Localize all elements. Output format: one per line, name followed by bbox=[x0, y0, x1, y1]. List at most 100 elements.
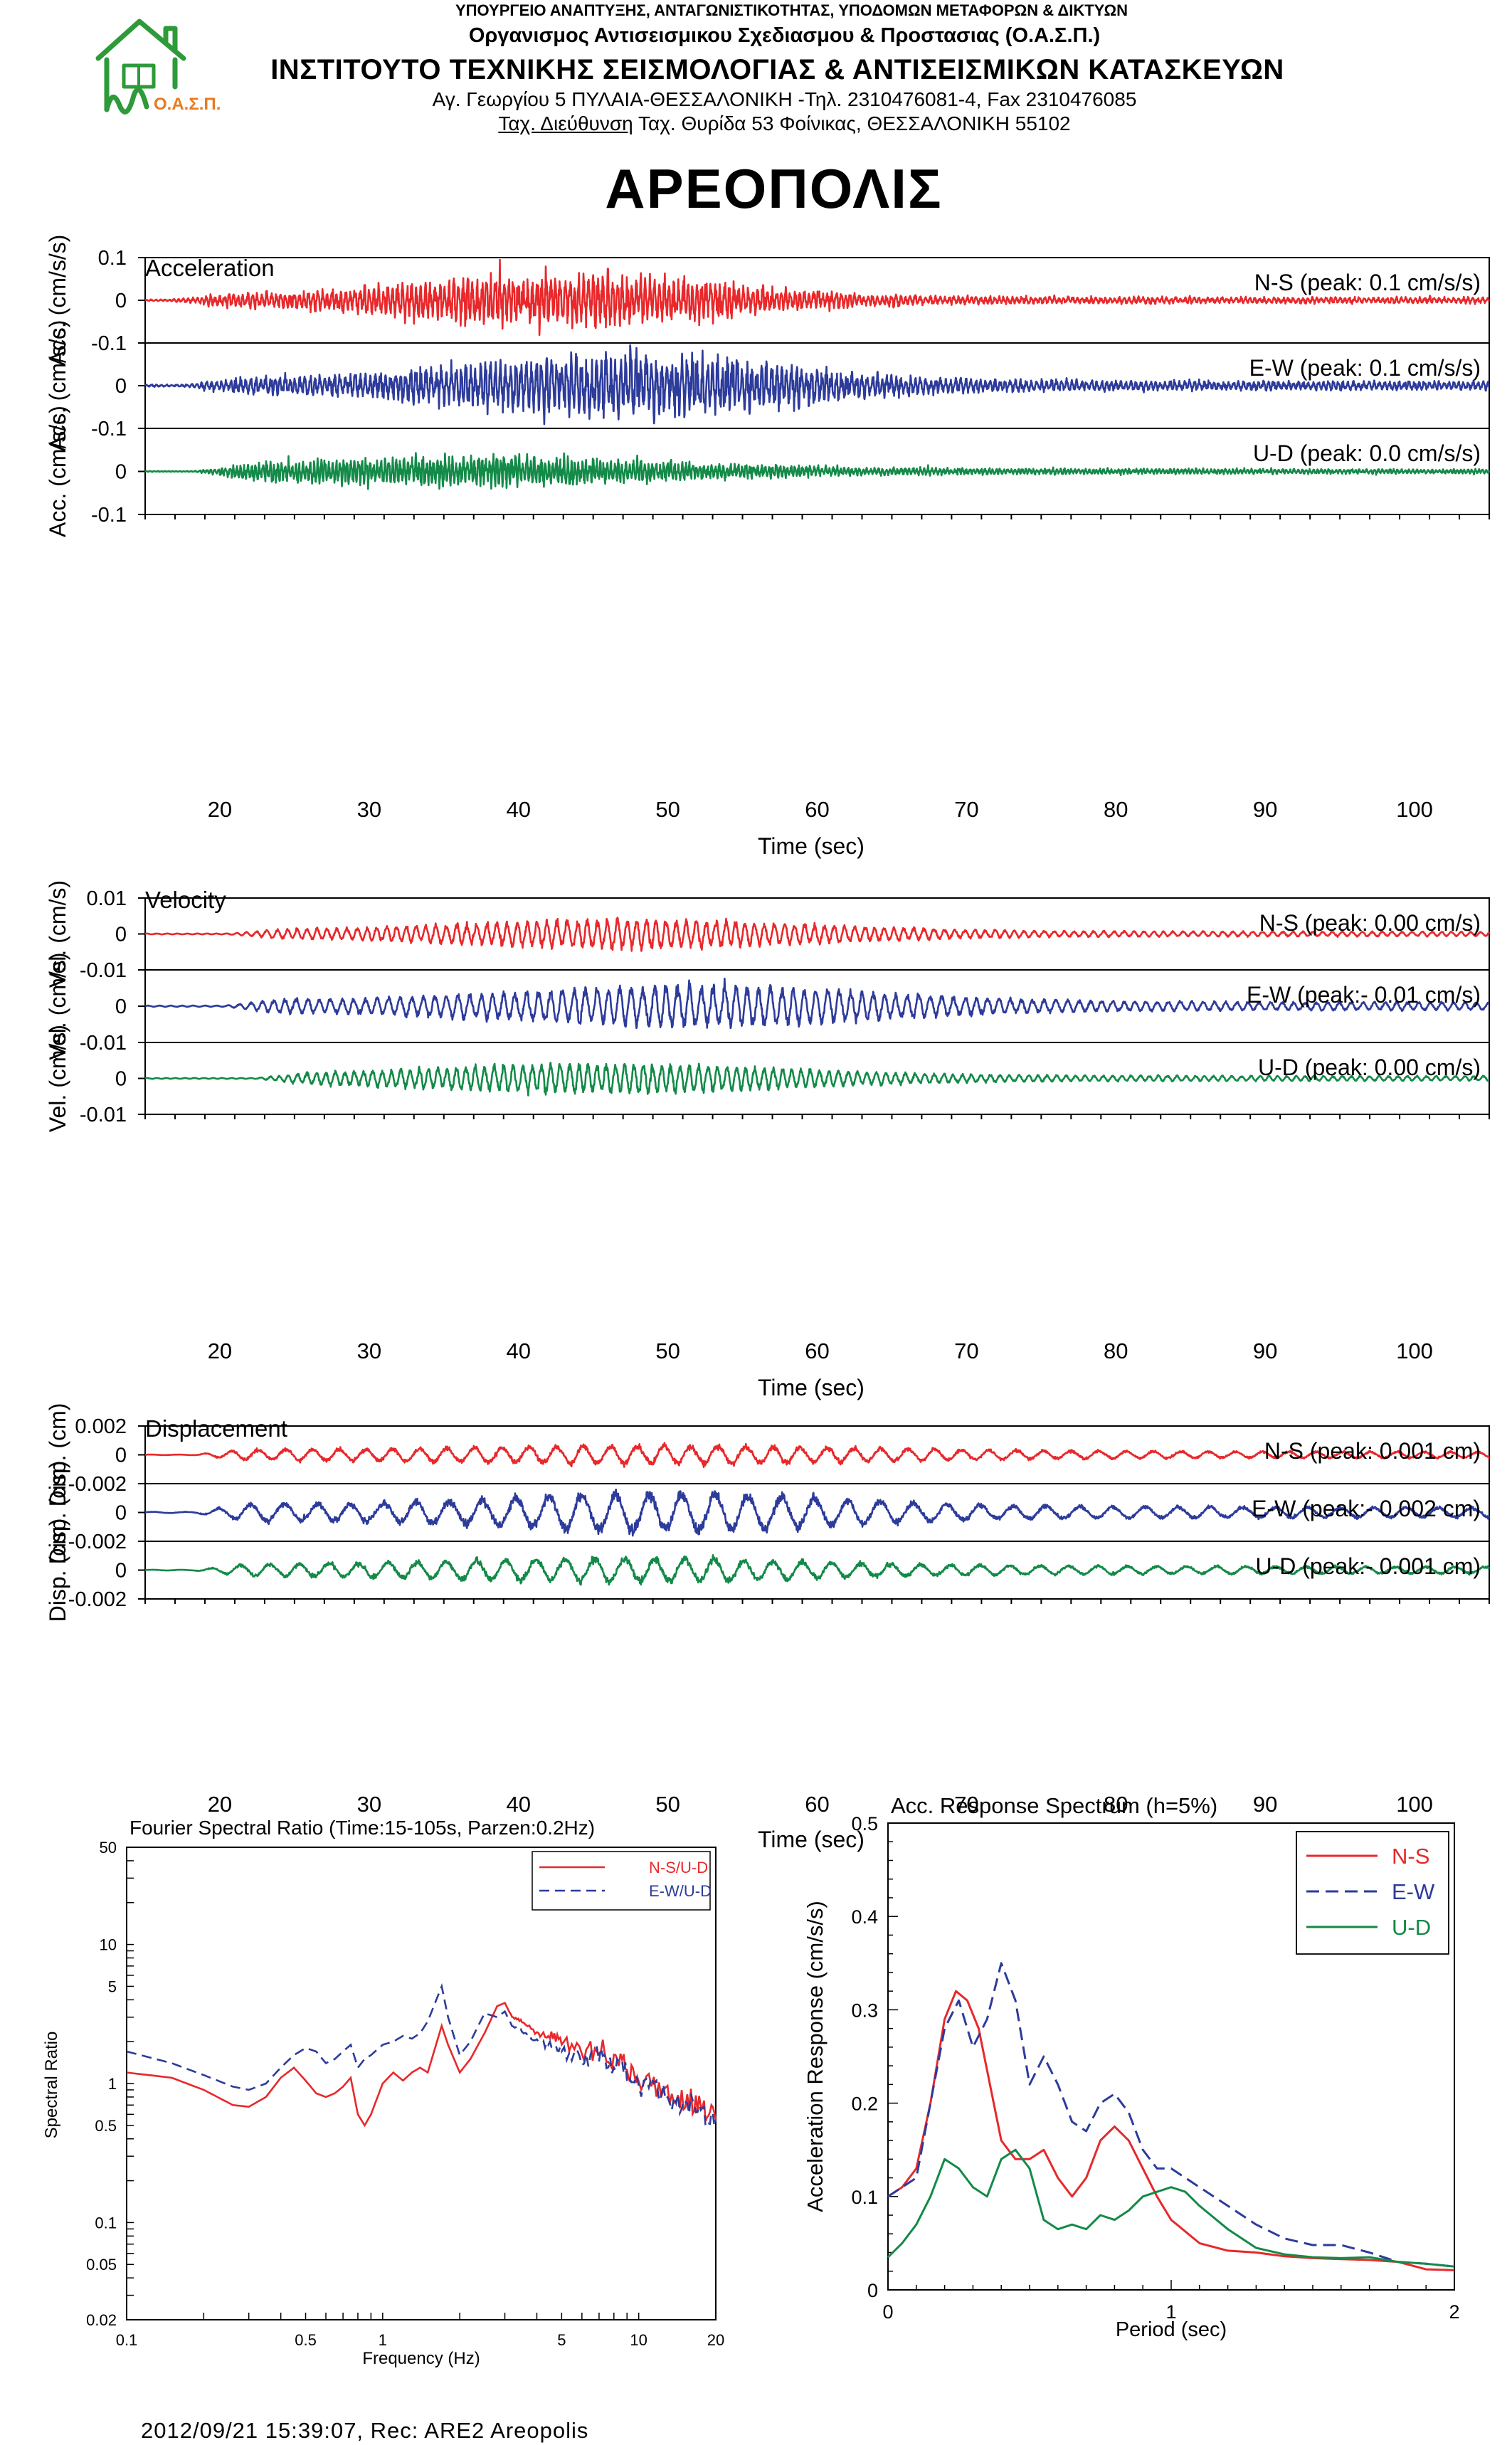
legend-label: U-D bbox=[1392, 1915, 1431, 1940]
y-axis-label: Spectral Ratio bbox=[42, 2032, 61, 2139]
y-tick-label: -0.01 bbox=[80, 1104, 127, 1126]
y-tick-label: 0.002 bbox=[75, 1415, 127, 1438]
chart-title: Acceleration bbox=[145, 255, 275, 281]
series-line-e-w-u-d bbox=[126, 1982, 717, 2128]
address-line: Αγ. Γεωργίου 5 ΠΥΛΑΙΑ-ΘΕΣΣΑΛΟΝΙΚΗ -Τηλ. … bbox=[432, 88, 1137, 110]
x-axis: 20 30 40 50 60 70 80 90 100 Time (sec) bbox=[144, 514, 1490, 859]
x-tick-label: 80 bbox=[1104, 1338, 1128, 1363]
y-tick-label: 0.2 bbox=[851, 2093, 878, 2115]
oasp-logo: Ο.Α.Σ.Π. bbox=[95, 19, 221, 115]
y-tick-label: -0.1 bbox=[91, 504, 127, 527]
organization-name: Οργανισμος Αντισεισμικου Σχεδιασμου & Πρ… bbox=[468, 24, 1101, 47]
x-tick-label: 1 bbox=[1165, 2301, 1176, 2323]
y-tick-label: 0 bbox=[115, 1502, 127, 1525]
x-axis-label: Time (sec) bbox=[758, 833, 865, 859]
y-tick-label: -0.1 bbox=[91, 332, 127, 355]
trace-line-u-d bbox=[144, 1062, 1490, 1097]
x-tick-label: 40 bbox=[506, 1792, 530, 1817]
trace-peak-label: E-W (peak: 0.1 cm/s/s) bbox=[1249, 355, 1481, 381]
x-tick-label: 100 bbox=[1396, 1792, 1433, 1817]
y-tick-label: 0.05 bbox=[86, 2256, 117, 2274]
x-tick-label: 50 bbox=[655, 797, 680, 822]
trace-panel-e-w: 0 -0.01 Vel. (cm/s) E-W (peak:- 0.01 cm/s) bbox=[45, 952, 1490, 1060]
trace-line-u-d bbox=[144, 452, 1491, 490]
trace-peak-label: E-W (peak:- 0.01 cm/s) bbox=[1247, 982, 1481, 1008]
postal-address-line: Ταχ. Διεύθυνση Ταχ. Θυρίδα 53 Φοίνικας, … bbox=[0, 112, 1512, 135]
legend-label: E-W bbox=[1392, 1879, 1435, 1904]
legend-box bbox=[1296, 1831, 1449, 1955]
x-axis-label: Period (sec) bbox=[1116, 2318, 1227, 2341]
legend-label: N-S bbox=[1392, 1844, 1429, 1869]
x-axis-label: Time (sec) bbox=[758, 1375, 865, 1400]
y-tick-label: 0 bbox=[115, 996, 127, 1018]
y-axis-label: Acc. (cm/s/s) bbox=[45, 406, 70, 537]
y-axis-label: Disp. (cm) bbox=[45, 1403, 70, 1507]
response-spectrum-chart: Acc. Response Spectrum (h=5%) 0 1 2 0.5 0.4 0.… bbox=[803, 1793, 1460, 2341]
x-tick-label: 100 bbox=[1396, 1338, 1433, 1363]
trace-line-e-w bbox=[144, 977, 1490, 1030]
trace-line-e-w bbox=[144, 1489, 1491, 1537]
plot-frame bbox=[126, 1847, 717, 2320]
chart-title: Displacement bbox=[145, 1415, 287, 1442]
trace-line-e-w bbox=[144, 344, 1490, 426]
trace-peak-label: U-D (peak: 0.0 cm/s/s) bbox=[1253, 440, 1481, 466]
legend-box bbox=[532, 1851, 711, 1911]
y-tick-label: 0 bbox=[115, 924, 127, 946]
y-tick-label: 10 bbox=[100, 1936, 117, 1954]
y-tick-label: 0.1 bbox=[95, 2214, 117, 2232]
postal-address: Ταχ. Θυρίδα 53 Φοίνικας, ΘΕΣΣΑΛΟΝΙΚΗ 551… bbox=[633, 112, 1071, 134]
y-tick-label: 0.1 bbox=[98, 247, 127, 270]
trace-line-n-s bbox=[144, 917, 1491, 952]
trace-line-u-d bbox=[144, 1554, 1491, 1586]
trace-panel-u-d: 0 -0.01 Vel. (cm/s) U-D (peak: 0.00 cm/s) bbox=[45, 1025, 1490, 1132]
x-tick-label: 100 bbox=[1396, 797, 1433, 822]
x-tick-label: 1 bbox=[379, 2331, 387, 2349]
y-axis-label: Disp. (cm) bbox=[45, 1461, 70, 1565]
x-tick-label: 30 bbox=[357, 1792, 381, 1817]
x-axis: 20 30 40 50 60 70 80 90 100 Time (sec) bbox=[144, 1114, 1490, 1400]
x-tick-label: 0.1 bbox=[116, 2331, 138, 2349]
y-tick-label: 0 bbox=[115, 375, 127, 398]
y-tick-label: -0.1 bbox=[91, 418, 127, 440]
y-tick-label: 0 bbox=[115, 1560, 127, 1583]
y-tick-label: 0.01 bbox=[87, 887, 127, 910]
x-tick-label: 10 bbox=[630, 2331, 647, 2349]
y-axis-label: Acceleration Response (cm/s/s) bbox=[803, 1901, 828, 2212]
x-axis-label: Frequency (Hz) bbox=[362, 2349, 480, 2368]
trace-panel-u-d: 0 -0.1 Acc. (cm/s/s) U-D (peak: 0.0 cm/s/s) bbox=[45, 406, 1491, 537]
trace-peak-label: E-W (peak:- 0.002 cm) bbox=[1252, 1496, 1481, 1521]
y-axis-label: Acc. (cm/s/s) bbox=[45, 320, 70, 452]
x-tick-label: 20 bbox=[707, 2331, 724, 2349]
legend-label: N-S/U-D bbox=[649, 1859, 708, 1876]
trace-peak-label: N-S (peak: 0.1 cm/s/s) bbox=[1254, 270, 1481, 295]
legend: N-S/U-D E-W/U-D bbox=[532, 1851, 712, 1911]
y-tick-label: 0.5 bbox=[851, 1813, 878, 1834]
trace-panel-n-s: 0.1 0 -0.1 Acc. (cm/s/s) N-S (peak: 0.1 cm/s… bbox=[45, 235, 1491, 366]
ministry-name: ΥΠΟΥΡΓΕΙΟ ΑΝΑΠΤΥΞΗΣ, ΑΝΤΑΓΩΝΙΣΤΙΚΟΤΗΤΑΣ,… bbox=[455, 1, 1128, 19]
x-tick-label: 2 bbox=[1449, 2301, 1459, 2323]
series-line-n-s bbox=[887, 1990, 1455, 2271]
y-tick-label: 0 bbox=[867, 2280, 878, 2301]
station-title: ΑΡΕΟΠΟΛΙΣ bbox=[605, 157, 943, 220]
x-tick-label: 70 bbox=[954, 1338, 978, 1363]
x-tick-label: 50 bbox=[655, 1338, 680, 1363]
x-tick-label: 90 bbox=[1253, 797, 1277, 822]
y-axis-label: Acc. (cm/s/s) bbox=[45, 235, 70, 366]
y-tick-label: -0.01 bbox=[80, 959, 127, 982]
y-axis-label: Vel. (cm/s) bbox=[45, 952, 70, 1060]
x-tick-label: 40 bbox=[506, 797, 530, 822]
trace-panel-e-w: 0 -0.1 Acc. (cm/s/s) E-W (peak: 0.1 cm/s/s) bbox=[45, 320, 1490, 452]
y-tick-label: 0 bbox=[115, 1445, 127, 1467]
x-tick-label: 60 bbox=[805, 797, 829, 822]
y-tick-label: 5 bbox=[108, 1977, 117, 1995]
chart-title: Velocity bbox=[145, 887, 226, 913]
x-tick-label: 20 bbox=[208, 1338, 232, 1363]
legend: N-S E-W U-D bbox=[1296, 1831, 1449, 1955]
trace-peak-label: U-D (peak:- 0.001 cm) bbox=[1255, 1553, 1481, 1579]
y-tick-label: 0.02 bbox=[86, 2311, 117, 2329]
trace-peak-label: N-S (peak: 0.00 cm/s) bbox=[1259, 910, 1481, 936]
y-tick-label: 1 bbox=[108, 2075, 117, 2093]
